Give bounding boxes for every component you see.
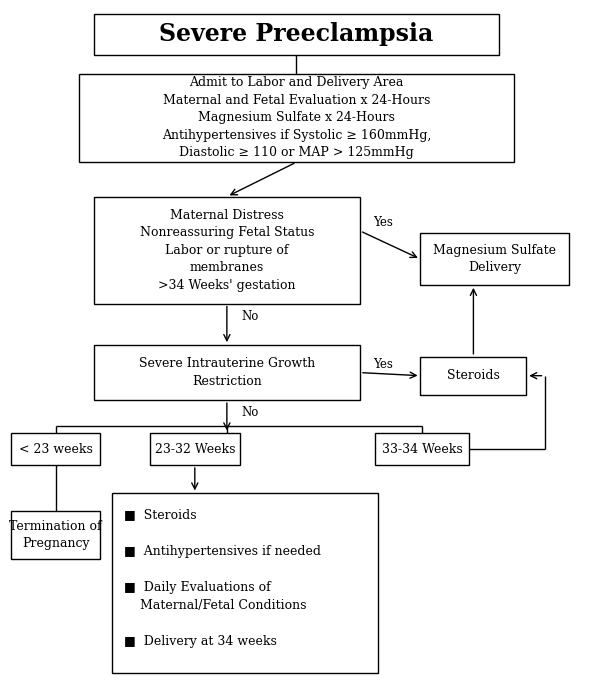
FancyBboxPatch shape <box>150 433 240 465</box>
FancyBboxPatch shape <box>420 357 526 395</box>
Text: 33-34 Weeks: 33-34 Weeks <box>382 443 462 455</box>
Text: Steroids: Steroids <box>447 369 500 382</box>
Text: Admit to Labor and Delivery Area
Maternal and Fetal Evaluation x 24-Hours
Magnes: Admit to Labor and Delivery Area Materna… <box>162 77 431 159</box>
FancyBboxPatch shape <box>94 345 360 400</box>
Text: < 23 weeks: < 23 weeks <box>19 443 93 455</box>
Text: Yes: Yes <box>373 216 393 229</box>
Text: 23-32 Weeks: 23-32 Weeks <box>154 443 235 455</box>
Text: Magnesium Sulfate
Delivery: Magnesium Sulfate Delivery <box>433 244 556 275</box>
FancyBboxPatch shape <box>375 433 469 465</box>
Text: No: No <box>241 406 258 419</box>
Text: Maternal Distress
Nonreassuring Fetal Status
Labor or rupture of
membranes
>34 W: Maternal Distress Nonreassuring Fetal St… <box>140 208 314 292</box>
FancyBboxPatch shape <box>94 197 360 304</box>
Text: Termination of
Pregnancy: Termination of Pregnancy <box>9 520 102 550</box>
Text: Severe Preeclampsia: Severe Preeclampsia <box>159 23 434 46</box>
FancyBboxPatch shape <box>94 14 499 55</box>
Text: Severe Intrauterine Growth
Restriction: Severe Intrauterine Growth Restriction <box>139 357 315 388</box>
Text: ■  Steroids

■  Antihypertensives if needed

■  Daily Evaluations of
    Materna: ■ Steroids ■ Antihypertensives if needed… <box>124 509 321 647</box>
FancyBboxPatch shape <box>11 433 100 465</box>
FancyBboxPatch shape <box>420 233 569 285</box>
FancyBboxPatch shape <box>112 493 378 673</box>
FancyBboxPatch shape <box>11 511 100 559</box>
Text: No: No <box>241 310 258 322</box>
FancyBboxPatch shape <box>79 74 514 162</box>
Text: Yes: Yes <box>373 358 393 371</box>
